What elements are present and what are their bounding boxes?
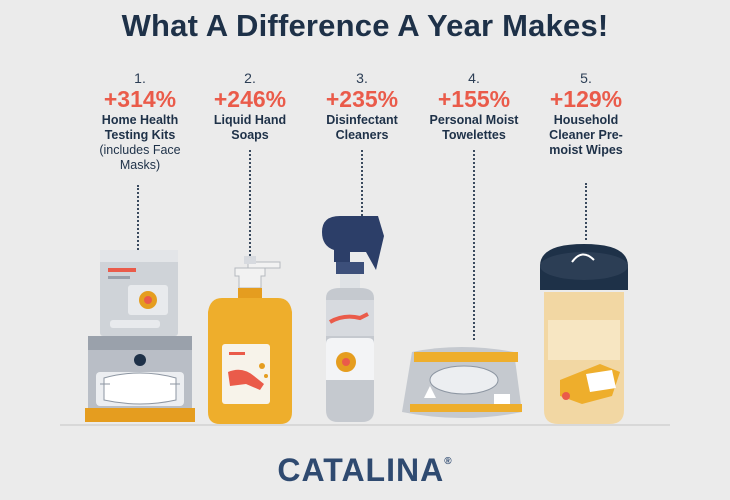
- category-label: Disinfectant Cleaners: [326, 113, 398, 142]
- leader-line: [249, 150, 251, 260]
- leader-line: [137, 185, 139, 250]
- moist-towelettes-pack-icon: [402, 347, 522, 418]
- registered-mark: ®: [444, 456, 453, 467]
- page-title: What A Difference A Year Makes!: [121, 8, 609, 43]
- percent-change: +235%: [325, 86, 399, 112]
- rank-number: 4.: [468, 70, 480, 86]
- brand-name: CATALINA: [277, 452, 445, 488]
- stat-personal-moist-towelettes: 4. +155% Personal Moist Towelettes: [414, 70, 534, 143]
- category-label: Personal Moist Towelettes: [429, 113, 519, 142]
- hand-soap-bottle-icon: [208, 256, 292, 424]
- category-note: (includes Face Masks): [99, 143, 181, 172]
- spray-bottle-icon: [322, 216, 384, 422]
- wipes-canister-icon: [540, 244, 628, 424]
- test-kit-box-icon: [85, 250, 195, 422]
- category-label: Household Cleaner Pre-moist Wipes: [549, 113, 623, 157]
- percent-change: +314%: [103, 86, 177, 112]
- rank-number: 1.: [134, 70, 146, 86]
- leader-line: [361, 150, 363, 220]
- stat-home-health-kits: 1. +314% Home Health Testing Kits (inclu…: [80, 70, 200, 173]
- percent-change: +155%: [437, 86, 511, 112]
- leader-line: [473, 150, 475, 340]
- category-label: Liquid Hand Soaps: [213, 113, 287, 142]
- rank-number: 3.: [356, 70, 368, 86]
- percent-change: +246%: [213, 86, 287, 112]
- stat-household-cleaner-wipes: 5. +129% Household Cleaner Pre-moist Wip…: [526, 70, 646, 158]
- rank-number: 5.: [580, 70, 592, 86]
- stat-disinfectant-cleaners: 3. +235% Disinfectant Cleaners: [302, 70, 422, 143]
- leader-line: [585, 183, 587, 240]
- stat-liquid-hand-soaps: 2. +246% Liquid Hand Soaps: [190, 70, 310, 143]
- rank-number: 2.: [244, 70, 256, 86]
- floor-shadow: [60, 424, 670, 426]
- category-label: Home Health Testing Kits (includes Face …: [90, 113, 190, 173]
- catalina-logo: CATALINA®: [0, 452, 730, 489]
- percent-change: +129%: [549, 86, 623, 112]
- category-name: Home Health Testing Kits: [101, 113, 179, 142]
